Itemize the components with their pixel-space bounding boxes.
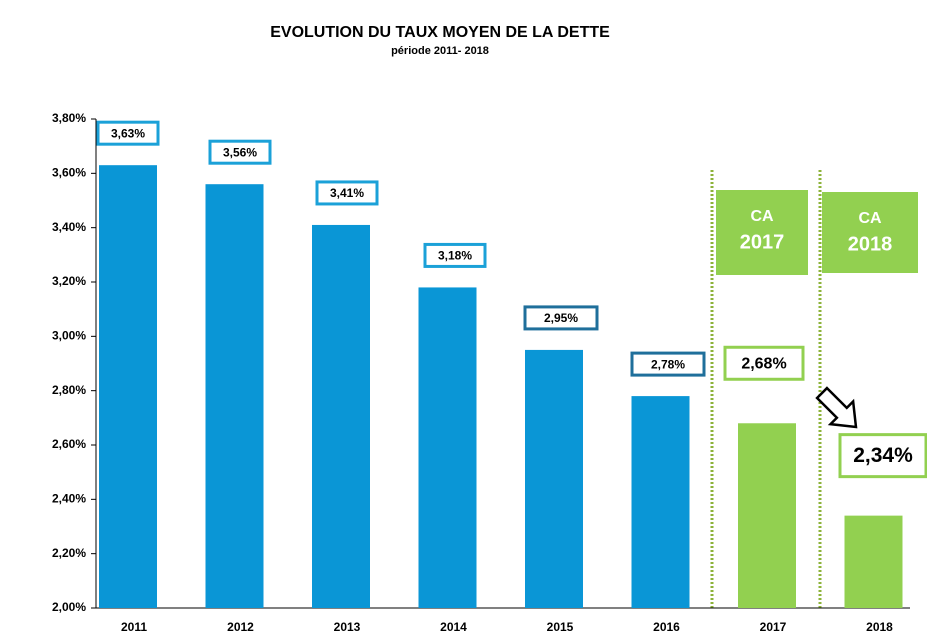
label-box [208,139,272,165]
data-label: 3,18% [438,249,472,263]
label-box [630,351,706,377]
x-tick-label: 2011 [121,620,147,634]
bar [738,423,796,608]
bar [525,349,583,608]
data-label: 3,56% [223,145,257,159]
chart-subtitle: période 2011- 2018 [391,45,489,57]
y-tick-label: 2,00% [52,600,86,614]
annotation-text: CA [750,208,774,225]
annotation-box [716,190,808,275]
bar [99,165,157,608]
y-tick-label: 2,40% [52,492,86,506]
x-tick-label: 2012 [227,620,254,634]
label-box [96,120,160,146]
y-tick-label: 2,60% [52,437,86,451]
label-box [523,305,599,331]
arrow-shape [815,386,858,429]
annotation-text: 2017 [740,231,785,253]
data-label: 2,95% [544,311,578,325]
x-tick-label: 2015 [547,620,574,634]
x-tick-label: 2013 [334,620,361,634]
y-tick-label: 3,60% [52,166,86,180]
bar [418,287,477,608]
x-tick-label: 2018 [866,620,893,634]
annotation-box [822,192,918,273]
annotation-text: 2018 [848,233,893,255]
y-tick-label: 3,00% [52,329,86,343]
data-label: 2,68% [741,355,786,372]
x-tick-label: 2014 [440,620,467,634]
y-tick-label: 2,80% [52,383,86,397]
label-box [423,242,487,268]
label-box [315,180,379,206]
data-label: 3,41% [330,186,364,200]
bar [844,515,903,608]
y-tick-label: 3,20% [52,274,86,288]
arrow [815,386,858,429]
bar [205,184,264,608]
data-label: 3,63% [111,126,145,140]
y-tick-label: 3,80% [52,111,86,125]
annotation-text: CA [858,210,882,227]
chart-title: EVOLUTION DU TAUX MOYEN DE LA DETTE [270,24,610,41]
x-tick-label: 2017 [760,620,787,634]
y-tick-label: 2,20% [52,546,86,560]
y-tick-label: 3,40% [52,220,86,234]
bar [312,224,370,608]
bar [631,396,690,608]
data-label: 2,34% [853,444,913,467]
x-tick-label: 2016 [653,620,680,634]
label-box [723,345,805,381]
data-label: 2,78% [651,357,685,371]
label-box [838,433,927,479]
